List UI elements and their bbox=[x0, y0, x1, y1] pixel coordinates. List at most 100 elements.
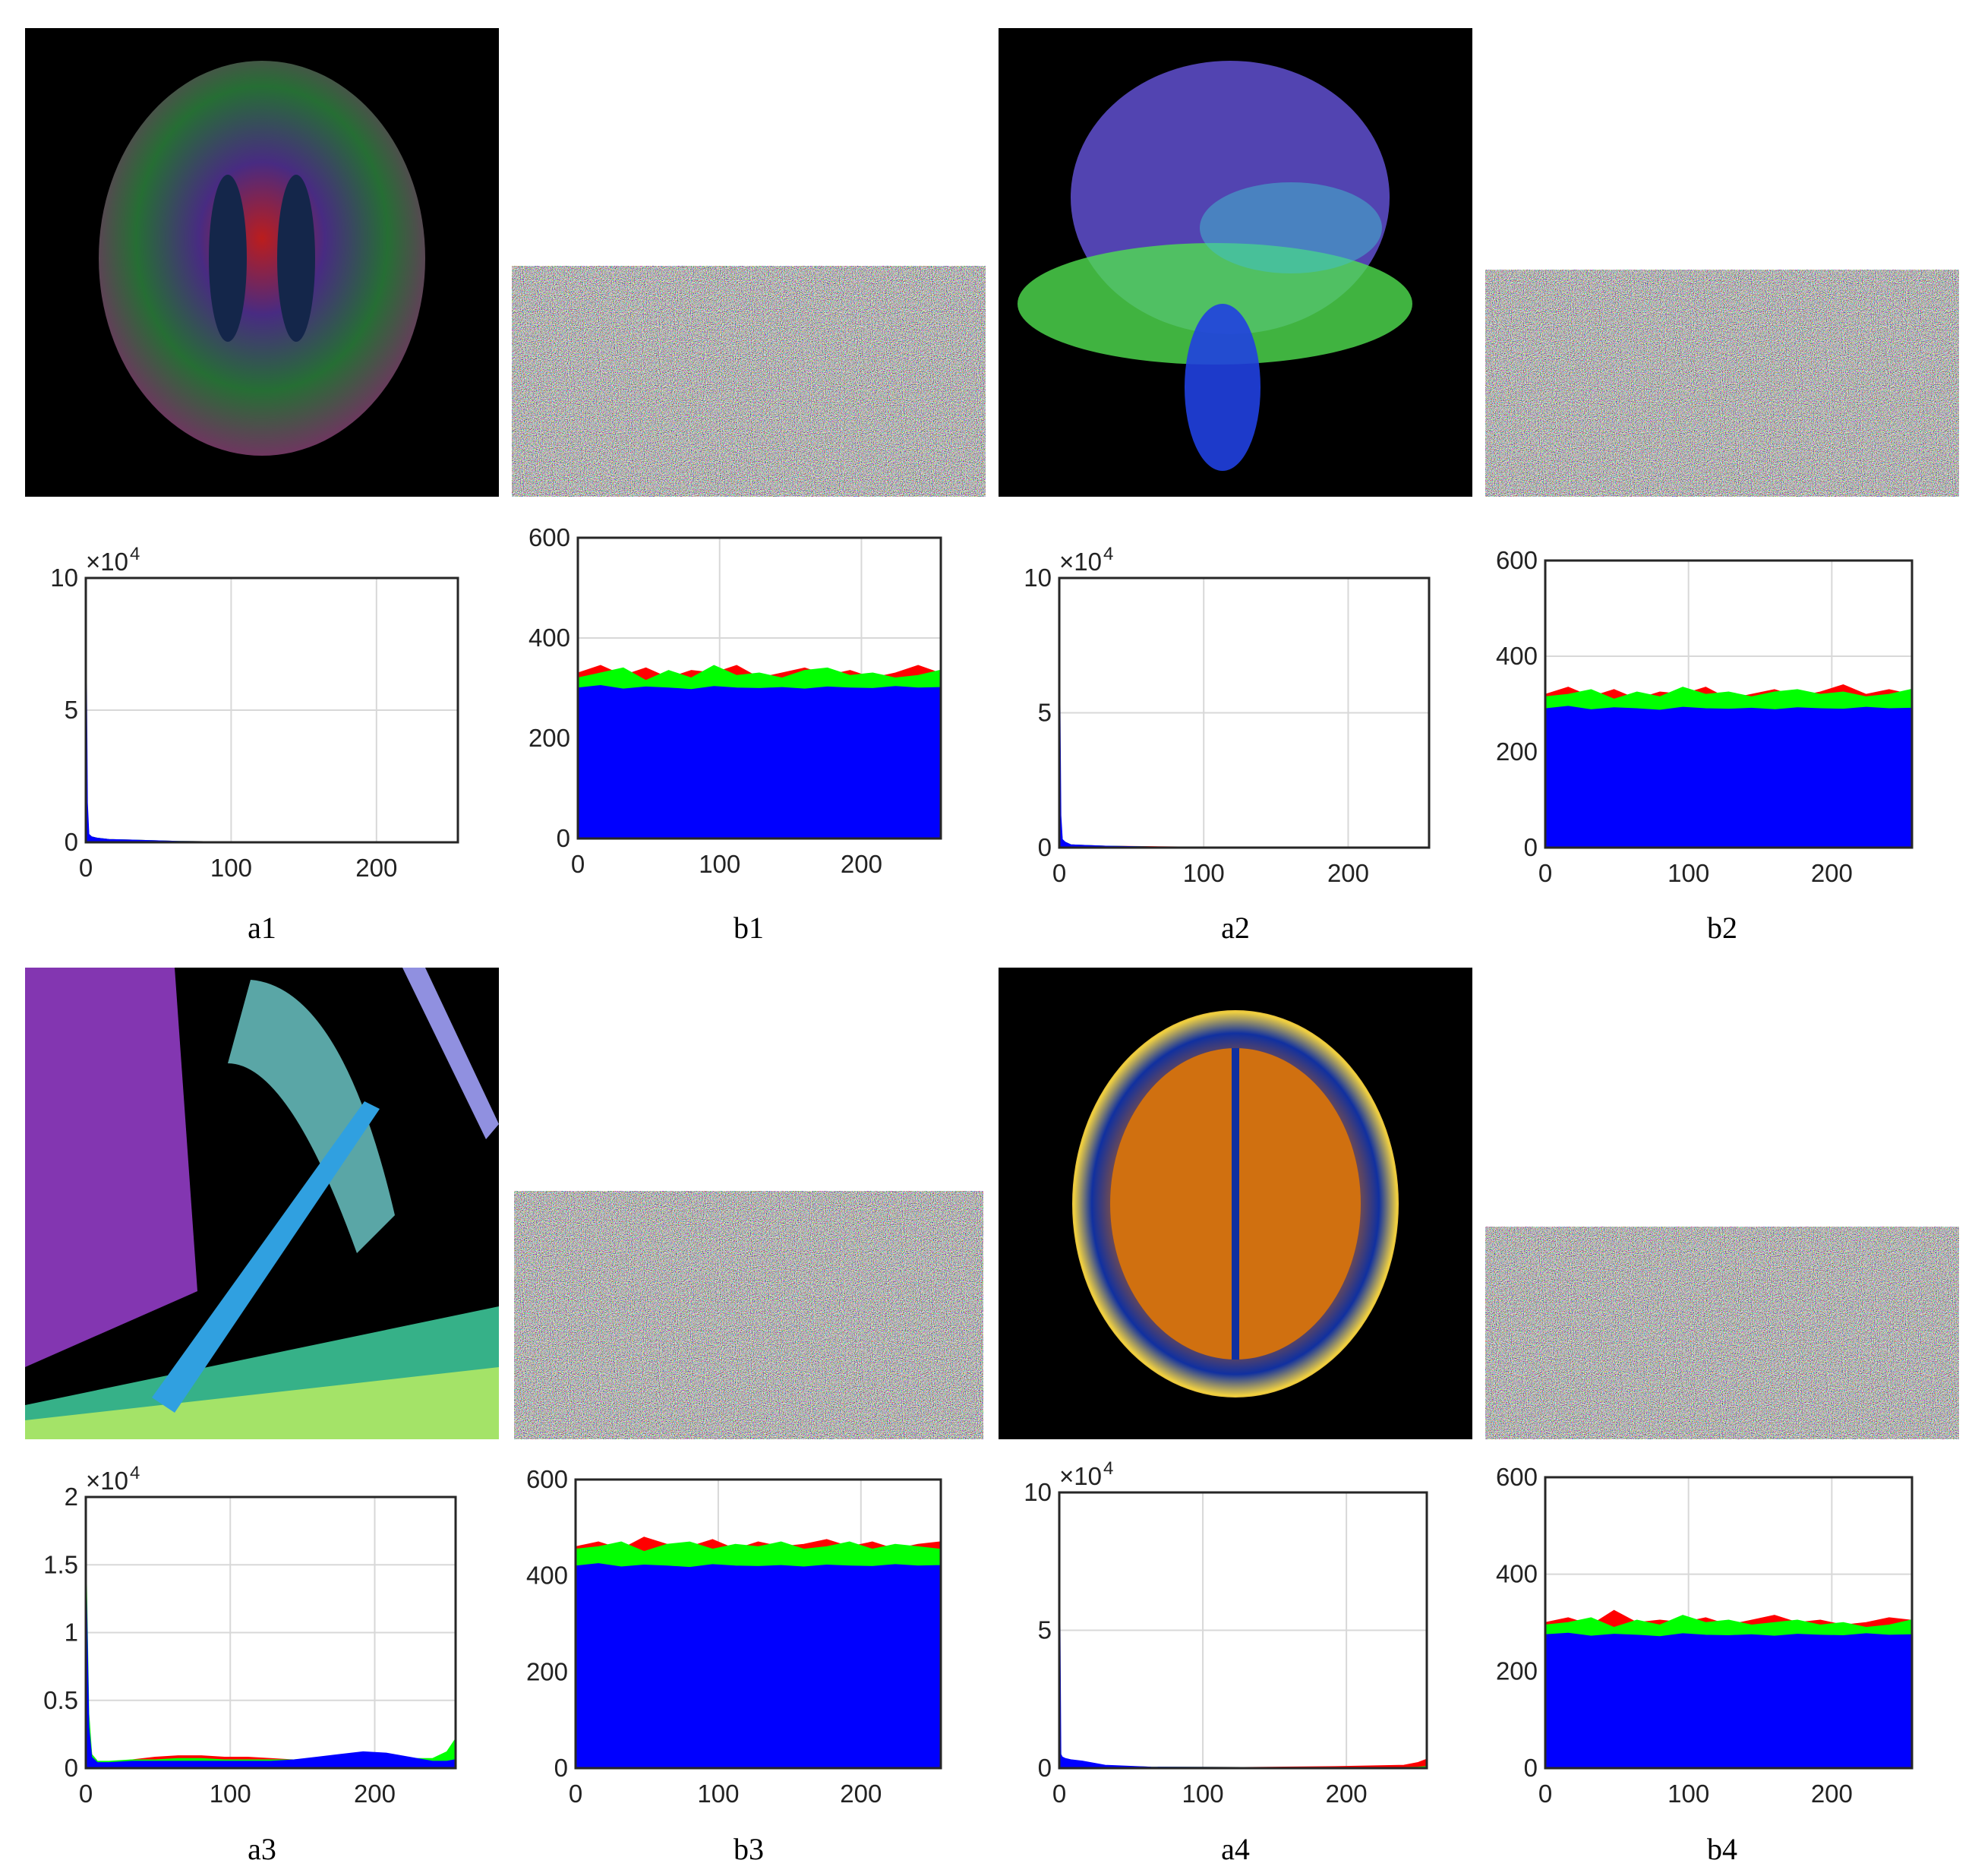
axis-multiplier: ×10 bbox=[1059, 548, 1102, 576]
y-tick-label: 0 bbox=[65, 1754, 78, 1782]
x-tick-label: 0 bbox=[571, 850, 585, 878]
x-tick-label: 0 bbox=[1052, 859, 1066, 887]
histogram-area bbox=[1544, 706, 1911, 848]
y-tick-label: 600 bbox=[1496, 546, 1538, 574]
axes-frame bbox=[84, 576, 459, 844]
panel-caption: b4 bbox=[1707, 1832, 1737, 1866]
histogram-area bbox=[85, 1565, 455, 1769]
y-tick-label: 400 bbox=[1496, 642, 1538, 670]
axes-frame bbox=[84, 1495, 457, 1770]
y-tick-label: 0 bbox=[1038, 1754, 1052, 1782]
histogram-area bbox=[577, 684, 940, 839]
x-tick-label: 0 bbox=[79, 1780, 93, 1808]
y-tick-label: 400 bbox=[1496, 1560, 1538, 1588]
axes-frame bbox=[576, 536, 942, 840]
image-a3 bbox=[25, 968, 499, 1439]
y-tick-label: 0 bbox=[1038, 833, 1052, 861]
x-tick-label: 100 bbox=[697, 1780, 739, 1808]
axes-frame bbox=[1058, 576, 1431, 849]
axis-multiplier-exponent: 4 bbox=[130, 1463, 140, 1483]
panel-caption: a3 bbox=[248, 1832, 276, 1866]
axis-multiplier-exponent: 4 bbox=[1103, 1458, 1113, 1479]
x-tick-label: 200 bbox=[841, 850, 882, 878]
y-tick-label: 2 bbox=[65, 1483, 78, 1511]
y-tick-label: 0 bbox=[1524, 833, 1538, 861]
axes-frame bbox=[574, 1478, 942, 1770]
y-tick-label: 400 bbox=[526, 1562, 568, 1590]
histogram-panel: 0 200 400 600 0 100 200 b3 bbox=[526, 1465, 942, 1866]
histogram-panel: 0 200 400 600 0 100 200 b4 bbox=[1496, 1463, 1914, 1866]
image-a1 bbox=[25, 28, 499, 497]
y-tick-label: 600 bbox=[528, 523, 570, 551]
y-tick-label: 10 bbox=[50, 564, 78, 592]
x-tick-label: 100 bbox=[1668, 1780, 1709, 1808]
histogram-panel: 0 200 400 600 0 100 200 b2 bbox=[1496, 546, 1914, 945]
x-tick-label: 200 bbox=[1327, 859, 1369, 887]
panel-caption: b1 bbox=[734, 911, 764, 945]
x-tick-label: 100 bbox=[1182, 1780, 1224, 1808]
image-a4 bbox=[999, 968, 1472, 1439]
axis-multiplier: ×10 bbox=[86, 1467, 128, 1495]
y-tick-label: 200 bbox=[528, 724, 570, 752]
histogram-panel: 0 200 400 600 0 100 200 b1 bbox=[528, 523, 942, 945]
x-tick-label: 100 bbox=[1183, 859, 1225, 887]
x-tick-label: 200 bbox=[1811, 859, 1853, 887]
axes-frame bbox=[1058, 1491, 1428, 1770]
axes-frame bbox=[1544, 1476, 1914, 1770]
y-tick-label: 1 bbox=[65, 1619, 78, 1647]
histogram-area bbox=[1544, 1632, 1911, 1769]
y-tick-label: 5 bbox=[1038, 699, 1052, 727]
x-tick-label: 100 bbox=[210, 1780, 251, 1808]
noise-image-b2 bbox=[1485, 270, 1959, 497]
axis-multiplier: ×10 bbox=[1059, 1462, 1102, 1490]
y-tick-label: 1.5 bbox=[43, 1550, 78, 1578]
panel-caption: b3 bbox=[734, 1832, 764, 1866]
x-tick-label: 100 bbox=[210, 854, 252, 882]
x-tick-label: 200 bbox=[354, 1780, 396, 1808]
axis-multiplier: ×10 bbox=[86, 548, 128, 576]
x-tick-label: 0 bbox=[79, 854, 93, 882]
axes-frame bbox=[1544, 559, 1914, 849]
noise-image-b4 bbox=[1485, 1227, 1959, 1439]
panel-caption: a1 bbox=[248, 911, 276, 945]
y-tick-label: 0 bbox=[1524, 1754, 1538, 1782]
y-tick-label: 600 bbox=[526, 1465, 568, 1493]
x-tick-label: 0 bbox=[1052, 1780, 1066, 1808]
x-tick-label: 100 bbox=[699, 850, 740, 878]
histogram-area bbox=[575, 1563, 940, 1769]
y-tick-label: 5 bbox=[1038, 1616, 1052, 1644]
y-tick-label: 200 bbox=[1496, 737, 1538, 766]
panel-caption: b2 bbox=[1707, 911, 1737, 945]
axis-multiplier-exponent: 4 bbox=[130, 544, 140, 564]
panel-caption: a4 bbox=[1221, 1832, 1250, 1866]
histogram-panel: 0 0.5 1 1.5 2 0 100 200 ×10 4 a3 bbox=[43, 1463, 457, 1866]
x-tick-label: 100 bbox=[1668, 859, 1709, 887]
x-tick-label: 200 bbox=[1811, 1780, 1853, 1808]
y-tick-label: 0 bbox=[557, 824, 570, 852]
histogram-area bbox=[85, 1551, 455, 1769]
x-tick-label: 200 bbox=[840, 1780, 882, 1808]
x-tick-label: 200 bbox=[355, 854, 397, 882]
x-tick-label: 0 bbox=[1538, 1780, 1552, 1808]
axis-multiplier-exponent: 4 bbox=[1103, 544, 1113, 564]
y-tick-label: 600 bbox=[1496, 1463, 1538, 1491]
x-tick-label: 0 bbox=[1538, 859, 1552, 887]
y-tick-label: 200 bbox=[526, 1657, 568, 1685]
y-tick-label: 200 bbox=[1496, 1657, 1538, 1685]
y-tick-label: 10 bbox=[1024, 564, 1052, 592]
y-tick-label: 400 bbox=[528, 624, 570, 652]
y-tick-label: 0.5 bbox=[43, 1686, 78, 1714]
x-tick-label: 200 bbox=[1326, 1780, 1368, 1808]
noise-image-b1 bbox=[512, 266, 986, 497]
y-tick-label: 10 bbox=[1024, 1478, 1052, 1506]
y-tick-label: 0 bbox=[65, 828, 78, 856]
panel-caption: a2 bbox=[1221, 911, 1250, 945]
y-tick-label: 0 bbox=[554, 1754, 568, 1782]
x-tick-label: 0 bbox=[569, 1780, 582, 1808]
y-tick-label: 5 bbox=[65, 696, 78, 724]
